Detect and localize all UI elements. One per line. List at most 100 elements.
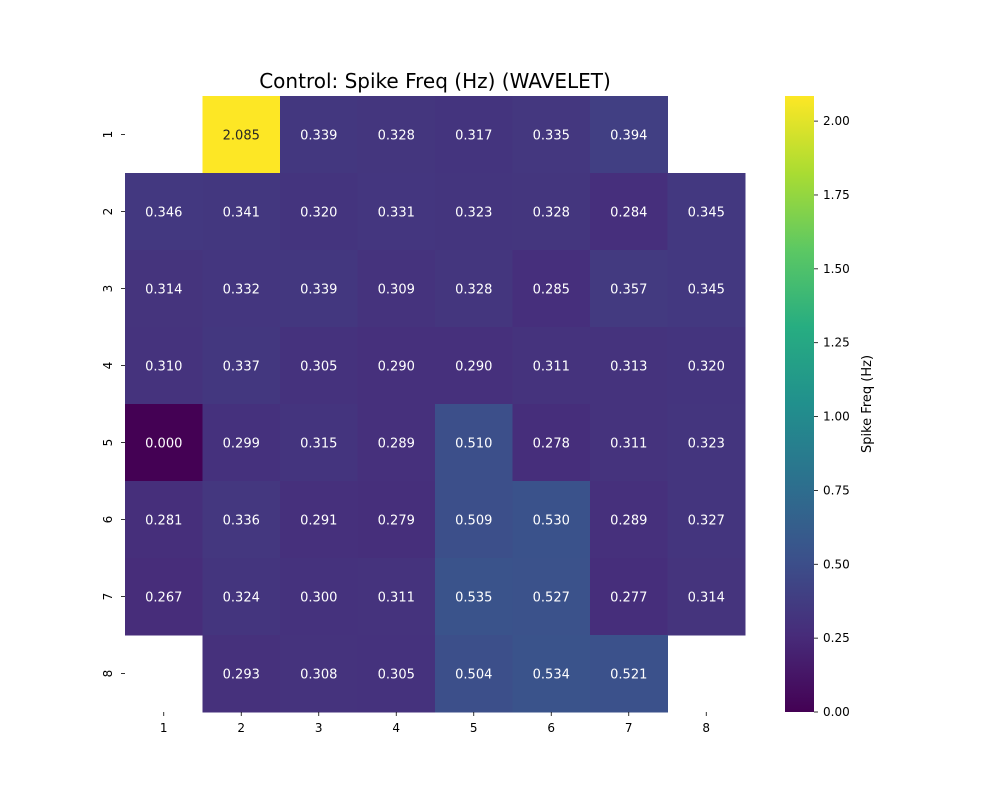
heatmap-cell-r7-c7 (590, 558, 668, 636)
cell-value-r6-c7: 0.289 (610, 514, 647, 529)
heatmap-cell-r3-c5 (435, 250, 513, 328)
heatmap-cell-r2-c7 (590, 173, 668, 251)
y-tick-label-5: 5 (101, 439, 115, 447)
cell-value-r7-c3: 0.300 (300, 591, 337, 606)
heatmap-cell-r8-c5 (435, 635, 513, 713)
heatmap-cell-r7-c2 (202, 558, 281, 636)
cell-value-r2-c2: 0.341 (223, 206, 260, 221)
cell-value-r7-c5: 0.535 (455, 591, 492, 606)
cell-value-r4-c5: 0.290 (455, 360, 492, 375)
heatmap-cell-r6-c7 (590, 481, 668, 559)
heatmap-cell-r4-c5 (435, 327, 513, 405)
cell-value-r4-c1: 0.310 (145, 360, 182, 375)
cell-value-r3-c4: 0.309 (378, 283, 415, 298)
cell-value-r8-c7: 0.521 (610, 668, 647, 683)
heatmap-cell-r8-c6 (512, 635, 591, 713)
cell-value-r6-c8: 0.327 (688, 514, 725, 529)
cell-value-r7-c1: 0.267 (145, 591, 182, 606)
x-tick-label-8: 8 (702, 721, 710, 735)
heatmap-cell-r1-c4 (357, 96, 436, 174)
cell-value-r6-c3: 0.291 (300, 514, 337, 529)
heatmap-cell-r1-c6 (512, 96, 591, 174)
heatmap-cell-r7-c4 (357, 558, 436, 636)
x-tick-label-7: 7 (625, 721, 633, 735)
heatmap-cell-r2-c6 (512, 173, 591, 251)
cell-value-r3-c2: 0.332 (223, 283, 260, 298)
cell-value-r8-c6: 0.534 (533, 668, 570, 683)
heatmap-cell-r5-c6 (512, 404, 591, 482)
heatmap-cell-r6-c5 (435, 481, 513, 559)
cell-value-r4-c2: 0.337 (223, 360, 260, 375)
heatmap-cell-r3-c2 (202, 250, 281, 328)
heatmap-cell-r7-c1 (125, 558, 203, 636)
cell-value-r4-c3: 0.305 (300, 360, 337, 375)
cell-value-r7-c7: 0.277 (610, 591, 647, 606)
colorbar-tick-label-1.50: 1.50 (823, 262, 850, 276)
cell-value-r8-c3: 0.308 (300, 668, 337, 683)
heatmap-cell-r6-c2 (202, 481, 281, 559)
cell-value-r1-c4: 0.328 (378, 129, 415, 144)
heatmap-cell-r1-c5 (435, 96, 513, 174)
heatmap-cell-r5-c7 (590, 404, 668, 482)
cell-value-r7-c6: 0.527 (533, 591, 570, 606)
cell-value-r4-c8: 0.320 (688, 360, 725, 375)
cell-value-r6-c2: 0.336 (223, 514, 260, 529)
colorbar-tick-label-0.00: 0.00 (823, 705, 850, 719)
cell-value-r2-c5: 0.323 (455, 206, 492, 221)
cell-value-r3-c3: 0.339 (300, 283, 337, 298)
cell-value-r1-c3: 0.339 (300, 129, 337, 144)
cell-value-r6-c1: 0.281 (145, 514, 182, 529)
x-tick-label-1: 1 (160, 721, 168, 735)
heatmap-cell-r2-c3 (280, 173, 358, 251)
cell-value-r1-c7: 0.394 (610, 129, 647, 144)
cell-value-r3-c5: 0.328 (455, 283, 492, 298)
heatmap-cell-r7-c6 (512, 558, 591, 636)
heatmap-cell-r5-c5 (435, 404, 513, 482)
heatmap-cell-r6-c3 (280, 481, 358, 559)
heatmap-cells (125, 96, 746, 713)
heatmap-cell-r8-c4 (357, 635, 436, 713)
colorbar-tick-label-1.00: 1.00 (823, 410, 850, 424)
cell-value-r8-c5: 0.504 (455, 668, 492, 683)
cell-value-r3-c6: 0.285 (533, 283, 570, 298)
y-tick-label-2: 2 (101, 208, 115, 216)
colorbar-tick-label-0.75: 0.75 (823, 483, 850, 497)
x-axis: 1 2 3 4 5 6 7 8 (160, 712, 710, 735)
cell-value-r3-c1: 0.314 (145, 283, 182, 298)
colorbar (785, 96, 814, 712)
cell-value-r2-c6: 0.328 (533, 206, 570, 221)
y-tick-label-3: 3 (101, 285, 115, 293)
heatmap-cell-r3-c8 (667, 250, 746, 328)
cell-value-r5-c1: 0.000 (145, 437, 182, 452)
heatmap-cell-r6-c8 (667, 481, 746, 559)
heatmap-cell-r7-c5 (435, 558, 513, 636)
heatmap-cell-r6-c4 (357, 481, 436, 559)
heatmap-cell-r3-c7 (590, 250, 668, 328)
heatmap-cell-r5-c8 (667, 404, 746, 482)
heatmap-cell-r6-c6 (512, 481, 591, 559)
cell-value-r2-c7: 0.284 (610, 206, 647, 221)
cell-value-r2-c3: 0.320 (300, 206, 337, 221)
y-tick-label-4: 4 (101, 362, 115, 370)
y-tick-label-7: 7 (101, 593, 115, 601)
heatmap-cell-r3-c6 (512, 250, 591, 328)
heatmap-cell-r2-c2 (202, 173, 281, 251)
cell-value-r4-c4: 0.290 (378, 360, 415, 375)
cell-value-r6-c6: 0.530 (533, 514, 570, 529)
colorbar-label: Spike Freq (Hz) (860, 355, 875, 453)
heatmap-cell-r5-c3 (280, 404, 358, 482)
heatmap-cell-r2-c5 (435, 173, 513, 251)
heatmap-cell-r4-c7 (590, 327, 668, 405)
heatmap-cell-r4-c2 (202, 327, 281, 405)
x-tick-label-3: 3 (315, 721, 323, 735)
heatmap-cell-r4-c8 (667, 327, 746, 405)
heatmap-cell-r7-c3 (280, 558, 358, 636)
heatmap-cell-r2-c4 (357, 173, 436, 251)
cell-value-r3-c7: 0.357 (610, 283, 647, 298)
heatmap-cell-r5-c2 (202, 404, 281, 482)
cell-value-r2-c1: 0.346 (145, 206, 182, 221)
y-tick-label-6: 6 (101, 516, 115, 524)
heatmap-cell-r2-c1 (125, 173, 203, 251)
heatmap-cell-r4-c6 (512, 327, 591, 405)
cell-value-r5-c7: 0.311 (610, 437, 647, 452)
